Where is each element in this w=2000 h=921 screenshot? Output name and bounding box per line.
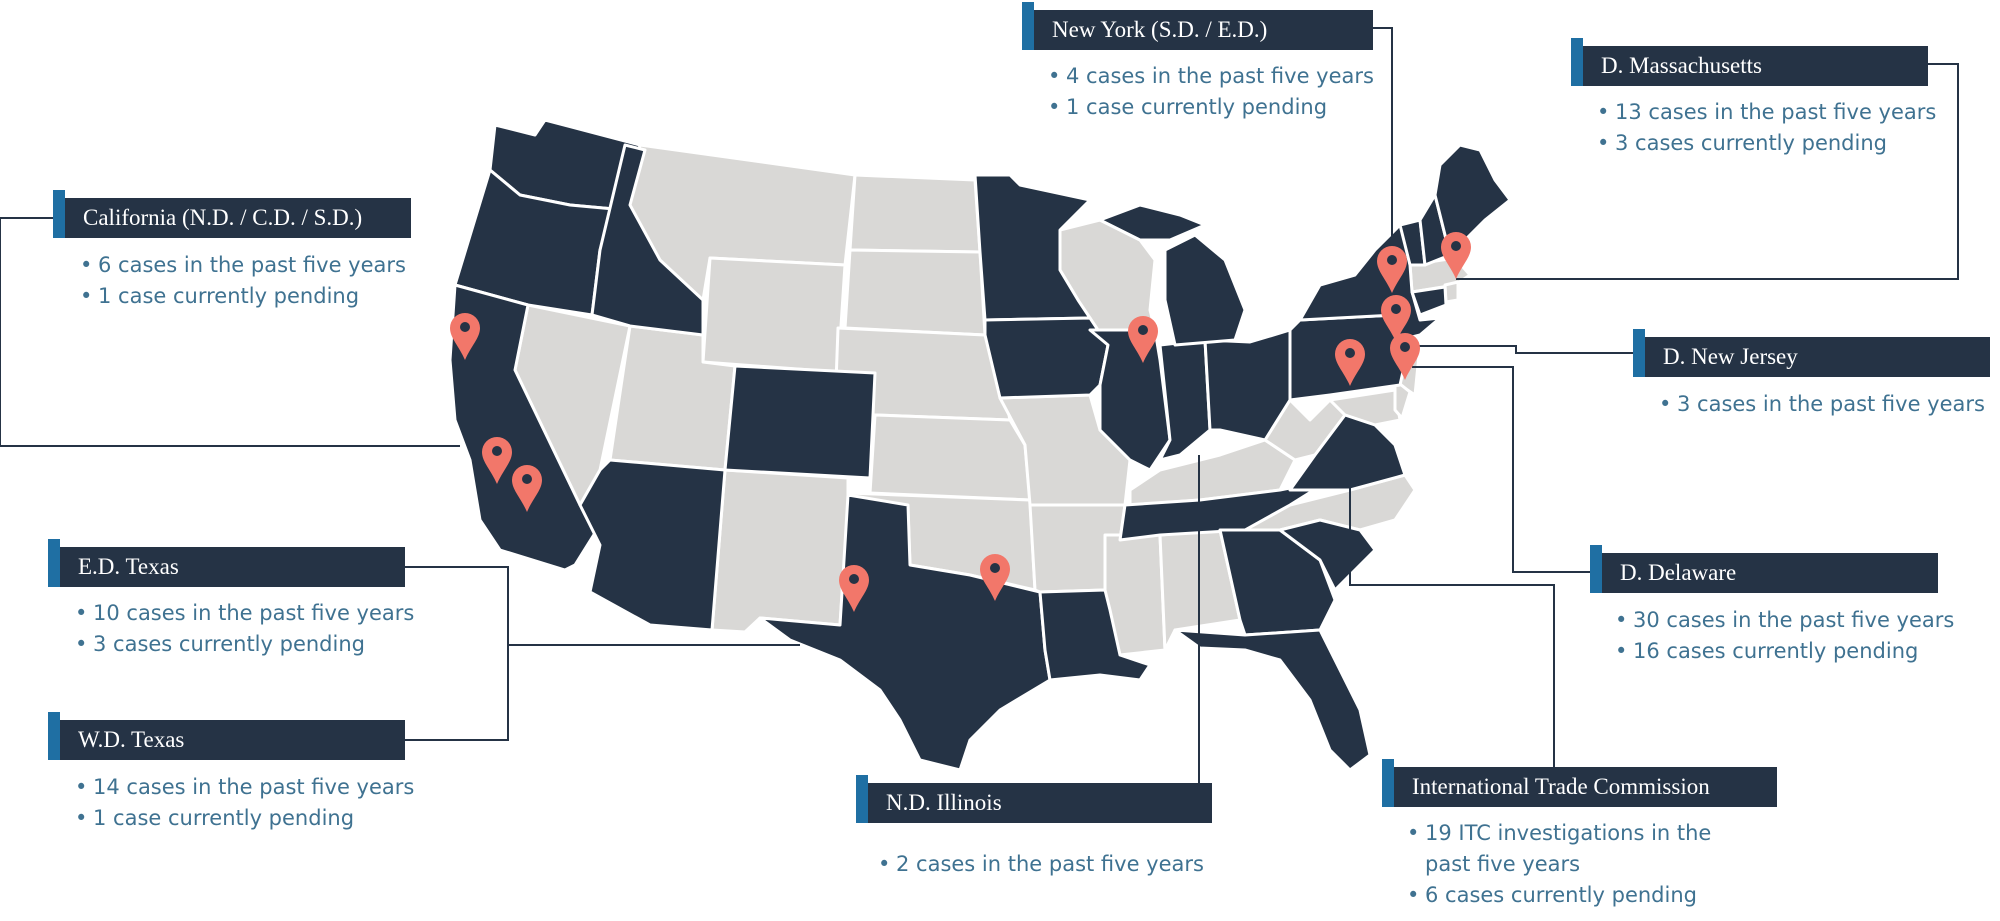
leader-line-california	[0, 217, 460, 447]
label-title-nd-illinois: N.D. Illinois	[886, 790, 1002, 815]
state-ohio	[1203, 328, 1292, 442]
map-pin-icon	[482, 437, 512, 484]
label-title-itc: International Trade Commission	[1412, 774, 1710, 799]
map-pin-icon	[1128, 316, 1158, 363]
bullets-delaware: 30 cases in the past five years 16 cases…	[1615, 605, 1954, 667]
map-pin-icon	[1381, 295, 1411, 342]
bullet-item: 16 cases currently pending	[1615, 636, 1954, 667]
label-title-delaware: D. Delaware	[1620, 560, 1737, 585]
state-texas	[758, 493, 1052, 772]
bullet-item: 6 cases currently pending	[1407, 880, 1711, 911]
leader-line-new-jersey	[1414, 345, 1633, 354]
label-delaware: D. Delaware	[1590, 545, 1938, 593]
state-delaware	[1393, 378, 1412, 420]
label-new-york: New York (S.D. / E.D.)	[1022, 2, 1373, 50]
bullet-item: 10 cases in the past five years	[75, 598, 414, 629]
state-new-mexico	[710, 468, 850, 634]
label-wd-texas: W.D. Texas	[48, 712, 405, 760]
label-accent-tab	[48, 539, 60, 587]
map-pin-icon	[1377, 246, 1407, 293]
label-accent-tab	[53, 190, 65, 238]
state-indiana	[1158, 338, 1212, 462]
state-minnesota	[973, 173, 1092, 322]
label-title-ed-texas: E.D. Texas	[78, 554, 179, 579]
map-pin-icon	[1441, 232, 1471, 279]
state-arizona	[578, 458, 727, 632]
bullets-new-york: 4 cases in the past five years 1 case cu…	[1048, 61, 1374, 123]
state-idaho	[590, 143, 705, 337]
bullet-item: 19 ITC investigations in the	[1407, 818, 1711, 849]
state-michigan-lower	[1163, 233, 1247, 347]
state-missouri	[998, 393, 1132, 507]
label-title-california: California (N.D. / C.D. / S.D.)	[83, 205, 363, 230]
state-michigan-upper	[1098, 203, 1207, 242]
state-south-carolina	[1278, 518, 1377, 592]
bullet-item: 3 cases currently pending	[1597, 128, 1936, 159]
bullet-item: 3 cases in the past five years	[1659, 389, 1985, 420]
bullet-item: 2 cases in the past five years	[878, 849, 1204, 880]
label-california: California (N.D. / C.D. / S.D.)	[53, 190, 411, 238]
bullet-item: 3 cases currently pending	[75, 629, 414, 660]
leader-line-itc	[1349, 460, 1555, 767]
leader-line-delaware	[1412, 366, 1590, 573]
state-south-dakota	[843, 248, 987, 337]
state-colorado	[723, 364, 877, 480]
bullets-itc: 19 ITC investigations in the past five y…	[1407, 818, 1711, 911]
label-accent-tab	[856, 775, 868, 823]
state-illinois	[1088, 328, 1172, 472]
label-title-wd-texas: W.D. Texas	[78, 727, 185, 752]
bullets-california: 6 cases in the past five years 1 case cu…	[80, 250, 406, 312]
bullets-wd-texas: 14 cases in the past five years 1 case c…	[75, 772, 414, 834]
label-title-new-jersey: D. New Jersey	[1663, 344, 1798, 369]
state-iowa	[983, 316, 1110, 400]
bullet-item: 13 cases in the past five years	[1597, 97, 1936, 128]
bullets-nd-illinois: 2 cases in the past five years	[878, 849, 1204, 880]
state-maryland	[1328, 388, 1402, 427]
label-itc: International Trade Commission	[1382, 759, 1777, 807]
map-pin-icon	[1335, 339, 1365, 386]
label-accent-tab	[1633, 329, 1645, 377]
state-tennessee	[1118, 478, 1332, 542]
bullet-item: 1 case currently pending	[1048, 92, 1374, 123]
bullets-ed-texas: 10 cases in the past five years 3 cases …	[75, 598, 414, 660]
label-title-massachusetts: D. Massachusetts	[1601, 53, 1762, 78]
leader-line-massachusetts	[1456, 63, 1959, 280]
label-new-jersey: D. New Jersey	[1633, 329, 1990, 377]
bullet-item: 1 case currently pending	[80, 281, 406, 312]
bullets-massachusetts: 13 cases in the past five years 3 cases …	[1597, 97, 1936, 159]
state-louisiana	[1038, 588, 1152, 682]
label-title-new-york: New York (S.D. / E.D.)	[1052, 17, 1268, 42]
bullet-item-continuation: past five years	[1425, 852, 1581, 876]
bullet-item: 6 cases in the past five years	[80, 250, 406, 281]
label-accent-tab	[48, 712, 60, 760]
label-accent-tab	[1022, 2, 1034, 50]
bullet-item: 30 cases in the past five years	[1615, 605, 1954, 636]
bullets-new-jersey: 3 cases in the past five years	[1659, 389, 1985, 420]
label-accent-tab	[1382, 759, 1394, 807]
bullet-item: 1 case currently pending	[75, 803, 414, 834]
state-connecticut	[1410, 285, 1448, 317]
state-kansas	[868, 413, 1032, 502]
state-north-dakota	[848, 173, 982, 254]
map-pin-icon	[449, 312, 480, 360]
leader-line-new-york	[1373, 27, 1393, 292]
label-nd-illinois: N.D. Illinois	[856, 775, 1212, 823]
bullet-item: 14 cases in the past five years	[75, 772, 414, 803]
label-ed-texas: E.D. Texas	[48, 539, 405, 587]
map-pin-icon	[512, 465, 542, 512]
map-pin-icon	[1390, 333, 1420, 380]
state-wyoming	[701, 256, 847, 374]
label-massachusetts: D. Massachusetts	[1571, 38, 1928, 86]
label-accent-tab	[1590, 545, 1602, 593]
map-pin-icon	[839, 565, 869, 612]
map-pin-icon	[980, 554, 1010, 601]
state-california	[448, 283, 602, 572]
leader-line-texas	[405, 566, 509, 741]
state-virginia	[1288, 413, 1407, 492]
state-florida	[1173, 628, 1372, 772]
label-accent-tab	[1571, 38, 1583, 86]
bullet-item: 4 cases in the past five years	[1048, 61, 1374, 92]
